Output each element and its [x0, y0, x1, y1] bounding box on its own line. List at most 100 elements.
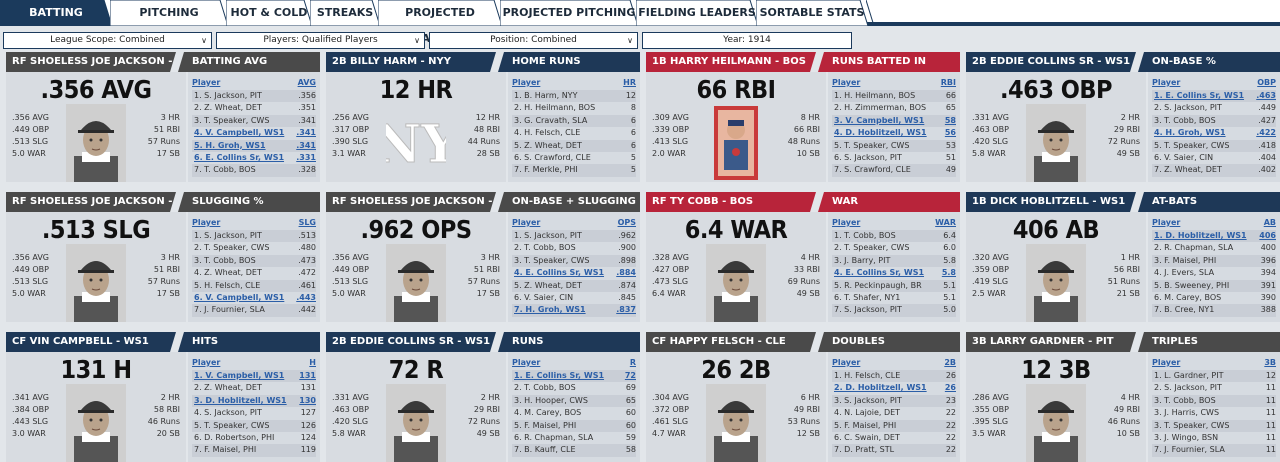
- player-column-header[interactable]: Player: [1152, 218, 1181, 227]
- table-row[interactable]: 7. H. Groh, WS1 .837: [512, 304, 636, 317]
- table-row[interactable]: 7. Z. Wheat, DET .402: [1152, 164, 1276, 177]
- player-title[interactable]: 2B EDDIE COLLINS SR - WS1: [326, 332, 496, 352]
- players-dropdown[interactable]: Players: Qualified Players ∨: [216, 32, 425, 49]
- table-row[interactable]: 7. B. Cree, NY1 388: [1152, 304, 1276, 317]
- table-row[interactable]: 1. H. Felsch, CLE 26: [832, 370, 956, 383]
- table-row[interactable]: 6. V. Saier, CIN .845: [512, 292, 636, 304]
- table-row[interactable]: 7. J. Fournier, SLA .442: [192, 304, 316, 317]
- stat-column-header[interactable]: AVG: [297, 78, 316, 87]
- table-row[interactable]: 1. L. Gardner, PIT 12: [1152, 370, 1276, 383]
- player-name[interactable]: 6. E. Collins Sr, WS1: [194, 152, 285, 162]
- table-row[interactable]: 5. T. Speaker, CWS .418: [1152, 139, 1276, 152]
- table-row[interactable]: 4. S. Jackson, PIT 127: [192, 407, 316, 419]
- table-row[interactable]: 3. G. Cravath, SLA 6: [512, 114, 636, 128]
- stat-column-header[interactable]: OPS: [617, 218, 636, 227]
- table-row[interactable]: 5. T. Speaker, CWS 53: [832, 139, 956, 152]
- player-column-header[interactable]: Player: [192, 358, 221, 367]
- table-row[interactable]: 5. H. Felsch, CLE .461: [192, 279, 316, 292]
- table-row[interactable]: 1. T. Cobb, BOS 6.4: [832, 230, 956, 243]
- table-row[interactable]: 5. T. Speaker, CWS 126: [192, 419, 316, 432]
- player-name[interactable]: 1. V. Campbell, WS1: [194, 371, 285, 380]
- tab-sortable-stats[interactable]: SORTABLE STATS: [756, 0, 868, 26]
- player-name[interactable]: 1. E. Collins Sr, WS1: [514, 371, 605, 380]
- table-row[interactable]: 5. R. Peckinpaugh, BR 5.1: [832, 279, 956, 292]
- table-row[interactable]: 5. Z. Wheat, DET .874: [512, 279, 636, 292]
- stat-column-header[interactable]: H: [309, 358, 316, 367]
- table-row[interactable]: 2. Z. Wheat, DET 131: [192, 382, 316, 394]
- table-row[interactable]: 1. S. Jackson, PIT .962: [512, 230, 636, 243]
- table-row[interactable]: 3. D. Hoblitzell, WS1 130: [192, 394, 316, 408]
- stat-column-header[interactable]: HR: [623, 78, 636, 87]
- player-name[interactable]: 6. V. Campbell, WS1: [194, 292, 285, 302]
- table-row[interactable]: 3. H. Hooper, CWS 65: [512, 394, 636, 408]
- table-row[interactable]: 2. T. Speaker, CWS .480: [192, 242, 316, 254]
- category-title[interactable]: WAR: [818, 192, 960, 212]
- player-column-header[interactable]: Player: [512, 218, 541, 227]
- table-row[interactable]: 7. D. Pratt, STL 22: [832, 444, 956, 457]
- table-row[interactable]: 2. S. Jackson, PIT 11: [1152, 382, 1276, 394]
- player-title[interactable]: RF SHOELESS JOE JACKSON - PIT: [6, 192, 176, 212]
- category-title[interactable]: ON-BASE + SLUGGING: [498, 192, 640, 212]
- table-row[interactable]: 3. T. Cobb, BOS 11: [1152, 394, 1276, 408]
- stat-column-header[interactable]: WAR: [935, 218, 956, 227]
- stat-column-header[interactable]: OBP: [1257, 78, 1276, 87]
- table-row[interactable]: 7. T. Cobb, BOS .328: [192, 164, 316, 177]
- category-title[interactable]: RUNS: [498, 332, 640, 352]
- table-row[interactable]: 1. D. Hoblitzell, WS1 406: [1152, 230, 1276, 243]
- player-column-header[interactable]: Player: [512, 358, 541, 367]
- tab-fielding-leaders[interactable]: FIELDING LEADERS: [636, 0, 758, 26]
- player-title[interactable]: RF SHOELESS JOE JACKSON - PIT: [6, 52, 176, 72]
- table-row[interactable]: 2. Z. Wheat, DET .351: [192, 102, 316, 114]
- player-title[interactable]: 2B BILLY HARM - NYY: [326, 52, 496, 72]
- position-dropdown[interactable]: Position: Combined ∨: [429, 32, 638, 49]
- table-row[interactable]: 5. Z. Wheat, DET 6: [512, 139, 636, 152]
- table-row[interactable]: 1. E. Collins Sr, WS1 .463: [1152, 90, 1276, 103]
- league-scope-dropdown[interactable]: League Scope: Combined ∨: [3, 32, 212, 49]
- category-title[interactable]: SLUGGING %: [178, 192, 320, 212]
- player-title[interactable]: 3B LARRY GARDNER - PIT: [966, 332, 1136, 352]
- player-title[interactable]: CF VIN CAMPBELL - WS1: [6, 332, 176, 352]
- table-row[interactable]: 7. B. Kauff, CLE 58: [512, 444, 636, 457]
- category-title[interactable]: AT-BATS: [1138, 192, 1280, 212]
- player-name[interactable]: 4. E. Collins Sr, WS1: [834, 268, 925, 278]
- table-row[interactable]: 6. T. Shafer, NY1 5.1: [832, 292, 956, 304]
- table-row[interactable]: 4. Z. Wheat, DET .472: [192, 267, 316, 279]
- category-title[interactable]: HITS: [178, 332, 320, 352]
- category-title[interactable]: DOUBLES: [818, 332, 960, 352]
- player-name[interactable]: 4. H. Groh, WS1: [1154, 128, 1226, 138]
- tab-streaks[interactable]: STREAKS: [310, 0, 380, 26]
- player-name[interactable]: 4. D. Hoblitzell, WS1: [834, 128, 927, 138]
- stat-column-header[interactable]: SLG: [298, 218, 316, 227]
- table-row[interactable]: 6. V. Campbell, WS1 .443: [192, 292, 316, 304]
- player-column-header[interactable]: Player: [832, 358, 861, 367]
- player-column-header[interactable]: Player: [1152, 78, 1181, 87]
- table-row[interactable]: 1. B. Harm, NYY 12: [512, 90, 636, 103]
- player-name[interactable]: 1. D. Hoblitzell, WS1: [1154, 231, 1247, 240]
- player-name[interactable]: 3. V. Campbell, WS1: [834, 115, 925, 125]
- table-row[interactable]: 1. H. Heilmann, BOS 66: [832, 90, 956, 103]
- table-row[interactable]: 3. J. Wingo, BSN 11: [1152, 432, 1276, 444]
- table-row[interactable]: 4. E. Collins Sr, WS1 5.8: [832, 267, 956, 279]
- player-column-header[interactable]: Player: [192, 78, 221, 87]
- category-title[interactable]: TRIPLES: [1138, 332, 1280, 352]
- table-row[interactable]: 5. F. Maisel, PHI 22: [832, 419, 956, 432]
- table-row[interactable]: 3. T. Speaker, CWS .898: [512, 254, 636, 268]
- table-row[interactable]: 7. S. Jackson, PIT 5.0: [832, 304, 956, 317]
- player-name[interactable]: 3. D. Hoblitzell, WS1: [194, 395, 287, 405]
- player-title[interactable]: RF SHOELESS JOE JACKSON - PIT: [326, 192, 496, 212]
- table-row[interactable]: 4. V. Campbell, WS1 .341: [192, 127, 316, 139]
- table-row[interactable]: 3. T. Speaker, CWS 11: [1152, 419, 1276, 432]
- player-title[interactable]: 1B DICK HOBLITZELL - WS1: [966, 192, 1136, 212]
- table-row[interactable]: 7. F. Merkle, PHI 5: [512, 164, 636, 177]
- table-row[interactable]: 2. H. Zimmerman, BOS 65: [832, 102, 956, 114]
- player-name[interactable]: 2. D. Hoblitzell, WS1: [834, 383, 927, 393]
- player-title[interactable]: RF TY COBB - BOS: [646, 192, 816, 212]
- category-title[interactable]: ON-BASE %: [1138, 52, 1280, 72]
- player-name[interactable]: 7. H. Groh, WS1: [514, 305, 586, 315]
- table-row[interactable]: 6. M. Carey, BOS 390: [1152, 292, 1276, 304]
- table-row[interactable]: 4. N. Lajoie, DET 22: [832, 407, 956, 419]
- table-row[interactable]: 6. S. Crawford, CLE 5: [512, 152, 636, 164]
- player-name[interactable]: 4. E. Collins Sr, WS1: [514, 268, 605, 278]
- table-row[interactable]: 4. H. Felsch, CLE 6: [512, 127, 636, 139]
- table-row[interactable]: 6. V. Saier, CIN .404: [1152, 152, 1276, 164]
